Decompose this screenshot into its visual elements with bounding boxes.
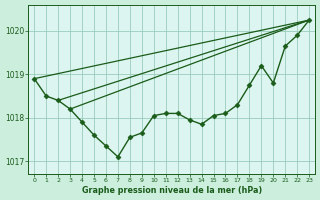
X-axis label: Graphe pression niveau de la mer (hPa): Graphe pression niveau de la mer (hPa) xyxy=(82,186,262,195)
